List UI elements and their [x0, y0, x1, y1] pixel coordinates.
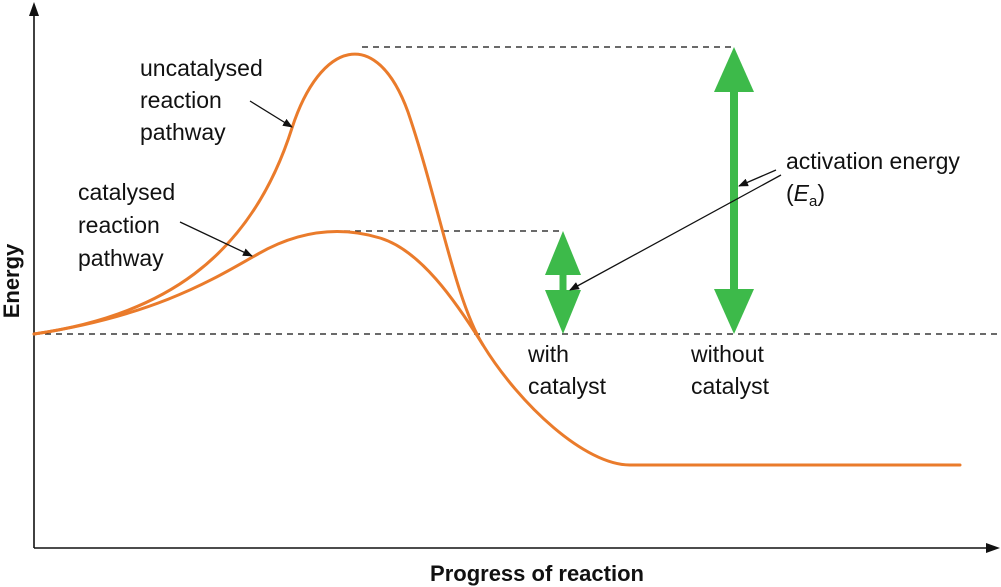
without-catalyst-line-1: without — [690, 341, 764, 367]
activation-arrows — [545, 47, 754, 334]
uncatalysed-label-line-2: reaction — [140, 87, 222, 113]
catalysed-pointer — [179, 221, 253, 257]
with-catalyst-line-2: catalyst — [528, 373, 607, 399]
without-catalyst-line-2: catalyst — [691, 373, 770, 399]
y-axis-arrowhead — [29, 2, 39, 16]
catalysed-label: catalysed reaction pathway — [78, 179, 175, 271]
ea-pointer-to-without — [738, 169, 777, 187]
uncatalysed-label: uncatalysed reaction pathway — [140, 55, 263, 145]
uncatalysed-label-line-3: pathway — [140, 119, 226, 145]
uncatalysed-label-line-1: uncatalysed — [140, 55, 263, 81]
with-catalyst-label: with catalyst — [527, 341, 607, 399]
y-axis-title: Energy — [0, 243, 24, 318]
catalysed-label-line-3: pathway — [78, 245, 164, 271]
without-catalyst-label: without catalyst — [690, 341, 770, 399]
energy-curves — [32, 52, 962, 467]
x-axis-title: Progress of reaction — [430, 561, 644, 586]
activation-energy-text: activation energy — [786, 148, 960, 174]
uncatalysed-curve — [32, 52, 962, 467]
ea-symbol: (Ea) — [786, 180, 825, 210]
activation-energy-label: activation energy (Ea) — [786, 148, 960, 210]
without-catalyst-arrow — [714, 47, 754, 334]
with-catalyst-arrow — [545, 231, 581, 334]
reference-lines — [34, 46, 998, 335]
catalysed-curve — [32, 229, 485, 347]
ea-symbol-letter: E — [794, 180, 810, 206]
catalysed-label-line-2: reaction — [78, 212, 160, 238]
uncatalysed-pointer — [249, 100, 293, 128]
with-catalyst-line-1: with — [527, 341, 569, 367]
ea-subscript: a — [809, 193, 818, 210]
ea-pointer-to-with — [569, 174, 782, 291]
catalysed-label-line-1: catalysed — [78, 179, 175, 205]
axes — [29, 2, 1000, 553]
x-axis-arrowhead — [986, 543, 1000, 553]
pointer-lines — [179, 100, 782, 291]
